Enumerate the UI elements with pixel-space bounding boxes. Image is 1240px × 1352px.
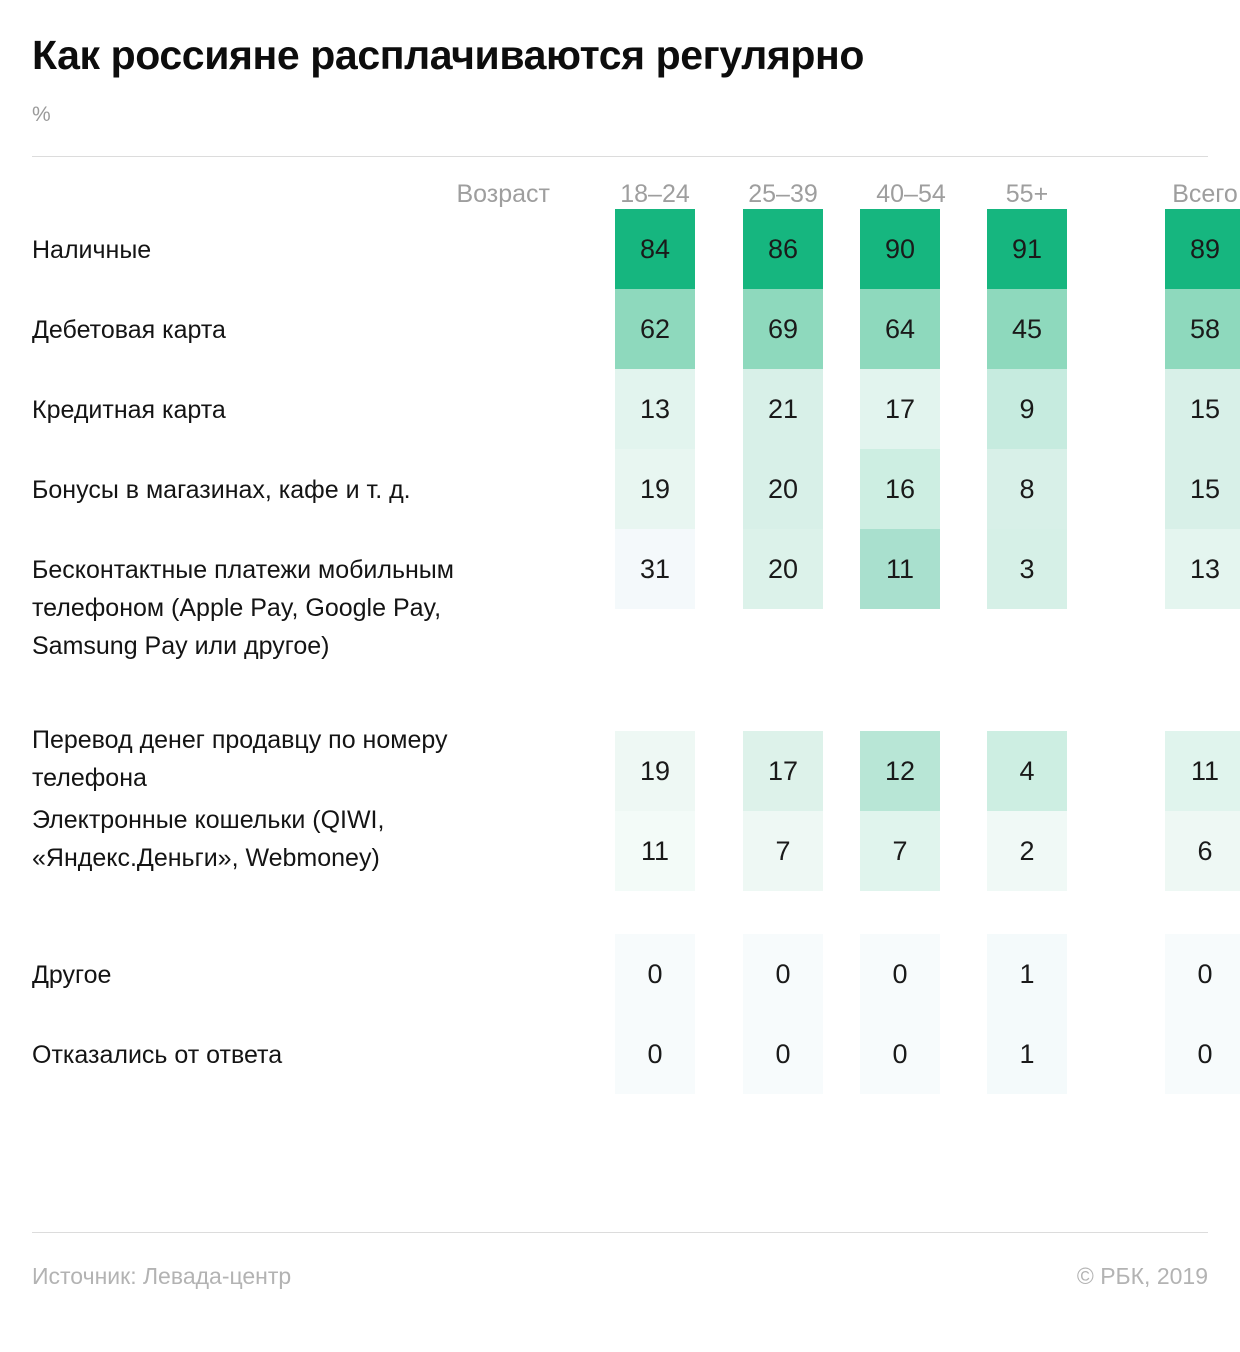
heatmap-cell: 15 — [1165, 449, 1240, 529]
heatmap-cell: 58 — [1165, 289, 1240, 369]
header-divider — [32, 156, 1208, 157]
heatmap-table: Возраст 18–24 25–39 40–54 55+ Всего Нали… — [32, 157, 1240, 1134]
heatmap-cell: 15 — [1165, 369, 1240, 449]
heatmap-cell: 84 — [615, 209, 695, 289]
heatmap-cell: 91 — [987, 209, 1067, 289]
unit-label: % — [32, 103, 51, 126]
heatmap-cell: 1 — [987, 934, 1067, 1014]
heatmap-cell: 3 — [987, 529, 1067, 609]
heatmap-cell: 45 — [987, 289, 1067, 369]
row-label: Перевод денег продавцу по номеру телефон… — [32, 726, 448, 792]
heatmap-cell: 11 — [860, 529, 940, 609]
heatmap-cell: 90 — [860, 209, 940, 289]
row-label: Наличные — [32, 236, 152, 264]
page-title: Как россияне расплачиваются регулярно — [32, 32, 865, 78]
row-label: Кредитная карта — [32, 396, 226, 424]
heatmap-cell: 0 — [860, 934, 940, 1014]
heatmap-cell: 62 — [615, 289, 695, 369]
table-header-row: Возраст 18–24 25–39 40–54 55+ Всего — [32, 157, 1237, 209]
column-header-40-54: 40–54 — [876, 180, 946, 208]
column-header-axis-title: Возраст — [456, 180, 550, 208]
heatmap-cell: 11 — [1165, 731, 1240, 811]
heatmap-cell: 69 — [743, 289, 823, 369]
row-label: Отказались от ответа — [32, 1041, 283, 1069]
heatmap-cell: 13 — [615, 369, 695, 449]
heatmap-cell: 12 — [860, 731, 940, 811]
row-label: Бонусы в магазинах, кафе и т. д. — [32, 476, 411, 504]
heatmap-cell: 11 — [615, 811, 695, 891]
heatmap-cell: 20 — [743, 529, 823, 609]
heatmap-cell: 0 — [1165, 934, 1240, 1014]
heatmap-cell: 0 — [743, 934, 823, 1014]
footer-divider — [32, 1232, 1208, 1233]
heatmap-cell: 0 — [743, 1014, 823, 1094]
row-label: Электронные кошельки (QIWI, «Яндекс.День… — [32, 806, 385, 872]
copyright-label: © РБК, 2019 — [1076, 1263, 1208, 1289]
row-label: Дебетовая карта — [32, 316, 226, 344]
heatmap-cell: 0 — [615, 934, 695, 1014]
heatmap-cell: 31 — [615, 529, 695, 609]
heatmap-cell: 17 — [743, 731, 823, 811]
heatmap-cell: 4 — [987, 731, 1067, 811]
column-header-25-39: 25–39 — [748, 180, 818, 208]
heatmap-cell: 7 — [743, 811, 823, 891]
heatmap-cell: 0 — [860, 1014, 940, 1094]
heatmap-cell: 9 — [987, 369, 1067, 449]
column-header-18-24: 18–24 — [620, 180, 690, 208]
source-label: Источник: Левада-центр — [32, 1263, 292, 1289]
heatmap-cell: 2 — [987, 811, 1067, 891]
heatmap-cell: 1 — [987, 1014, 1067, 1094]
column-header-total: Всего — [1172, 180, 1238, 208]
heatmap-cell: 0 — [615, 1014, 695, 1094]
heatmap-cell: 64 — [860, 289, 940, 369]
heatmap-cell: 13 — [1165, 529, 1240, 609]
heatmap-cell: 89 — [1165, 209, 1240, 289]
row-label: Другое — [32, 961, 112, 989]
heatmap-cell: 6 — [1165, 811, 1240, 891]
heatmap-cell: 19 — [615, 731, 695, 811]
heatmap-cell: 86 — [743, 209, 823, 289]
table-body: Наличные 84 86 90 91 89 Дебетовая карта 62 69 64 4… — [32, 209, 1240, 1134]
heatmap-cell: 7 — [860, 811, 940, 891]
heatmap-cell: 16 — [860, 449, 940, 529]
heatmap-cell: 8 — [987, 449, 1067, 529]
heatmap-cell: 0 — [1165, 1014, 1240, 1094]
heatmap-cell: 21 — [743, 369, 823, 449]
heatmap-cell: 17 — [860, 369, 940, 449]
column-header-55plus: 55+ — [1005, 180, 1049, 208]
heatmap-cell: 20 — [743, 449, 823, 529]
row-label: Бесконтактные платежи мобильным телефоно… — [32, 556, 454, 660]
heatmap-cell: 19 — [615, 449, 695, 529]
